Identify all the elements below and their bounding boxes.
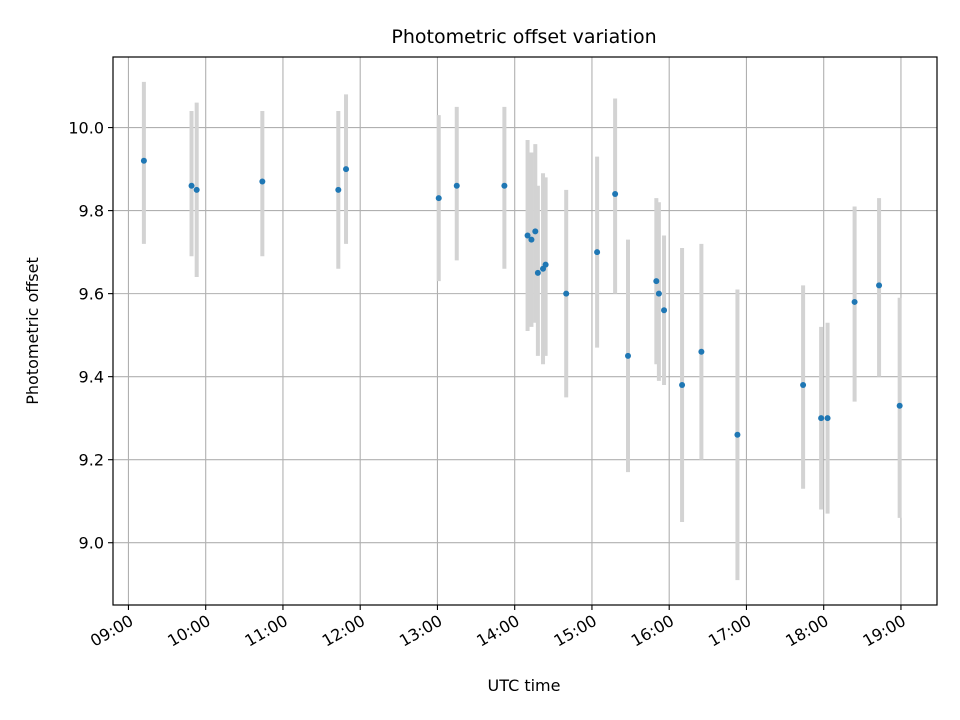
data-point — [343, 166, 350, 173]
data-point — [655, 290, 662, 297]
data-point — [188, 182, 195, 189]
data-point — [140, 157, 147, 164]
x-axis-ticks: 09:00 10:00 11:00 12:00 13:00 14:00 15:00 16:00… — [87, 605, 909, 651]
x-tick-label: 17:00 — [705, 611, 754, 651]
y-tick-label: 9.0 — [79, 534, 104, 553]
data-point — [625, 352, 631, 359]
data-point — [259, 178, 266, 185]
data-point — [896, 402, 903, 409]
data-point — [594, 249, 601, 256]
data-point — [563, 290, 570, 297]
data-point — [800, 381, 807, 388]
data-point — [532, 228, 539, 235]
x-tick-label: 18:00 — [782, 611, 831, 651]
data-point — [193, 186, 200, 193]
data-point — [661, 307, 668, 314]
x-tick-label: 19:00 — [860, 611, 909, 651]
data-point — [453, 182, 460, 189]
data-point — [524, 232, 531, 239]
error-bars — [141, 81, 902, 581]
x-tick-label: 09:00 — [87, 611, 136, 651]
y-tick-label: 9.8 — [79, 202, 104, 221]
x-tick-label: 15:00 — [551, 611, 600, 651]
y-axis-label: Photometric offset — [23, 257, 42, 405]
y-tick-label: 10.0 — [68, 119, 104, 138]
data-point — [542, 261, 549, 268]
x-tick-label: 13:00 — [396, 611, 445, 651]
data-point — [534, 269, 541, 276]
data-point — [653, 278, 660, 285]
data-point — [435, 195, 442, 202]
x-axis-label: UTC time — [488, 676, 561, 695]
data-point — [876, 282, 883, 289]
data-point — [698, 348, 705, 355]
x-tick-label: 16:00 — [628, 611, 677, 651]
data-point — [501, 182, 508, 189]
y-tick-label: 9.4 — [79, 368, 104, 387]
x-tick-label: 12:00 — [319, 611, 368, 651]
data-point — [679, 381, 686, 388]
x-tick-label: 14:00 — [473, 611, 522, 651]
data-point — [528, 236, 535, 243]
y-axis-ticks: 9.0 9.2 9.4 9.6 9.8 10.0 — [68, 119, 113, 553]
data-point — [612, 191, 619, 197]
data-point — [824, 415, 831, 422]
x-tick-label: 10:00 — [164, 611, 213, 651]
x-tick-label: 11:00 — [242, 611, 291, 651]
grid — [113, 57, 937, 605]
plot-frame — [112, 56, 938, 606]
data-points — [140, 157, 903, 438]
y-tick-label: 9.2 — [79, 451, 104, 470]
data-point — [851, 298, 858, 305]
y-tick-label: 9.6 — [79, 285, 104, 304]
data-point — [818, 415, 825, 422]
data-point — [734, 431, 741, 438]
data-point — [335, 186, 342, 193]
chart-title: Photometric offset variation — [391, 26, 656, 48]
